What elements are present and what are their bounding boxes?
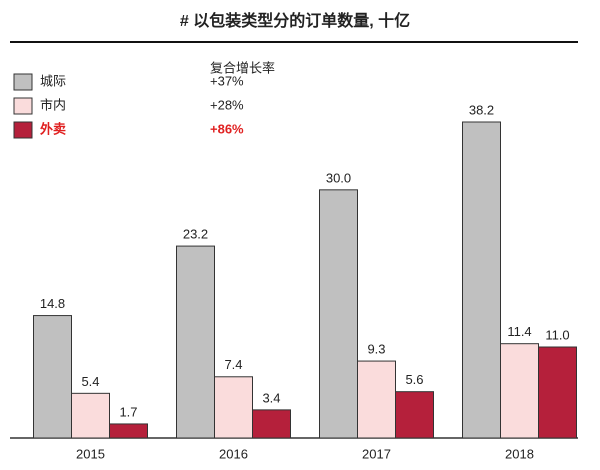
data-label: 3.4: [262, 390, 280, 405]
bar: [357, 360, 396, 439]
data-label: 7.4: [224, 357, 242, 372]
x-tick-label: 2018: [505, 446, 534, 461]
bar: [252, 409, 291, 439]
data-label: 38.2: [469, 102, 494, 117]
legend-cagr: +28%: [210, 97, 244, 112]
legend-cagr: +37%: [210, 73, 244, 88]
data-label: 14.8: [40, 296, 65, 311]
data-label: 23.2: [183, 227, 208, 242]
bar: [538, 346, 577, 439]
legend-swatch: [13, 97, 33, 115]
bar: [462, 121, 501, 439]
data-label: 11.0: [545, 327, 569, 342]
legend-swatch: [13, 121, 33, 139]
bar: [319, 189, 358, 439]
bar: [176, 245, 215, 439]
legend-header: 复合增长率: [210, 60, 275, 75]
x-tick-label: 2016: [219, 446, 248, 461]
bar: [395, 391, 434, 439]
bar: [109, 423, 148, 439]
data-label: 5.4: [81, 374, 99, 389]
data-label: 1.7: [119, 404, 137, 419]
bar: [214, 376, 253, 439]
data-label: 30.0: [326, 170, 351, 185]
legend-cagr: +86%: [210, 121, 244, 136]
chart-title: # 以包装类型分的订单数量, 十亿: [180, 11, 410, 30]
data-label: 9.3: [367, 342, 385, 357]
bar: [71, 392, 110, 439]
x-tick-label: 2015: [76, 446, 105, 461]
legend-label: 外卖: [39, 121, 66, 136]
legend-swatch: [13, 73, 33, 91]
legend-label: 城际: [40, 73, 66, 88]
data-label: 5.6: [405, 372, 423, 387]
legend-label: 市内: [40, 97, 66, 112]
data-label: 11.4: [507, 324, 531, 339]
x-tick-label: 2017: [362, 446, 391, 461]
bar: [500, 343, 539, 439]
bar: [33, 315, 72, 439]
